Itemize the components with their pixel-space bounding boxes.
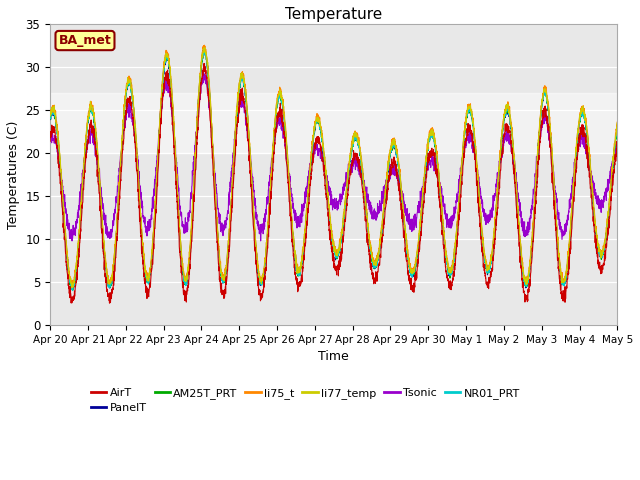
PanelT: [289, 229, 296, 235]
PanelT: [200, 46, 208, 52]
AM25T_PRT: [264, 224, 272, 230]
PanelT: [69, 287, 77, 292]
li77_temp: [145, 278, 152, 284]
AM25T_PRT: [46, 116, 54, 122]
li77_temp: [264, 221, 272, 227]
li75_t: [111, 241, 119, 247]
Line: Tsonic: Tsonic: [50, 71, 618, 241]
li75_t: [541, 90, 549, 96]
Tsonic: [603, 185, 611, 191]
PanelT: [145, 281, 152, 287]
Tsonic: [264, 195, 272, 201]
li75_t: [614, 119, 621, 125]
Tsonic: [46, 142, 54, 148]
Text: BA_met: BA_met: [59, 34, 111, 47]
Tsonic: [614, 144, 621, 150]
Tsonic: [289, 195, 296, 201]
NR01_PRT: [200, 48, 208, 53]
Legend: AirT, PanelT, AM25T_PRT, li75_t, li77_temp, Tsonic, NR01_PRT: AirT, PanelT, AM25T_PRT, li75_t, li77_te…: [86, 384, 524, 418]
li75_t: [145, 278, 152, 284]
NR01_PRT: [614, 122, 621, 128]
Tsonic: [111, 210, 119, 216]
li77_temp: [201, 45, 209, 51]
Tsonic: [68, 238, 76, 244]
AM25T_PRT: [111, 247, 119, 252]
AirT: [145, 294, 152, 300]
AirT: [111, 267, 119, 273]
PanelT: [603, 230, 611, 236]
Y-axis label: Temperatures (C): Temperatures (C): [7, 120, 20, 229]
AirT: [603, 243, 611, 249]
li75_t: [264, 219, 272, 225]
PanelT: [541, 91, 549, 97]
Tsonic: [199, 68, 207, 74]
Line: PanelT: PanelT: [50, 49, 618, 289]
NR01_PRT: [289, 229, 296, 235]
NR01_PRT: [68, 288, 76, 293]
AM25T_PRT: [289, 232, 296, 238]
AM25T_PRT: [541, 91, 549, 97]
Line: li75_t: li75_t: [50, 45, 618, 287]
Title: Temperature: Temperature: [285, 7, 382, 22]
PanelT: [111, 248, 119, 254]
Line: AirT: AirT: [50, 63, 618, 303]
AirT: [541, 106, 549, 111]
AirT: [46, 138, 54, 144]
li75_t: [289, 227, 296, 232]
Line: li77_temp: li77_temp: [50, 48, 618, 288]
PanelT: [264, 223, 272, 228]
Tsonic: [541, 114, 549, 120]
NR01_PRT: [145, 281, 152, 287]
NR01_PRT: [264, 223, 272, 228]
NR01_PRT: [541, 93, 549, 99]
li75_t: [46, 109, 54, 115]
PanelT: [614, 121, 621, 127]
Line: AM25T_PRT: AM25T_PRT: [50, 49, 618, 290]
NR01_PRT: [603, 230, 611, 236]
li77_temp: [289, 228, 296, 234]
AirT: [289, 244, 296, 250]
Line: NR01_PRT: NR01_PRT: [50, 50, 618, 290]
AirT: [200, 60, 208, 66]
AirT: [614, 144, 621, 150]
AM25T_PRT: [201, 47, 209, 52]
li77_temp: [614, 121, 621, 127]
li77_temp: [46, 113, 54, 119]
li77_temp: [111, 245, 119, 251]
li77_temp: [541, 89, 549, 95]
li77_temp: [603, 228, 611, 234]
AM25T_PRT: [145, 280, 152, 286]
li75_t: [200, 42, 208, 48]
X-axis label: Time: Time: [318, 350, 349, 363]
Bar: [50, 93, 618, 154]
li75_t: [603, 228, 611, 234]
li77_temp: [68, 285, 76, 291]
PanelT: [46, 117, 54, 122]
Tsonic: [145, 228, 152, 233]
AirT: [264, 234, 272, 240]
li75_t: [68, 284, 76, 289]
NR01_PRT: [111, 247, 119, 253]
AM25T_PRT: [69, 288, 77, 293]
NR01_PRT: [46, 116, 54, 122]
AM25T_PRT: [603, 229, 611, 235]
AirT: [106, 300, 113, 306]
AM25T_PRT: [614, 122, 621, 128]
